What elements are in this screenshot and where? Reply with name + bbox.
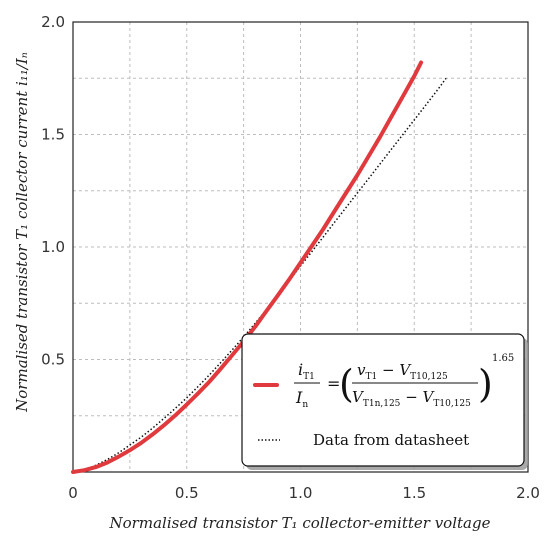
x-axis-label: Normalised transistor T₁ collector-emitt…	[109, 514, 491, 532]
x-tick-label: 1.5	[402, 484, 426, 502]
svg-text:=: =	[327, 374, 340, 393]
svg-text:vT1 − VT10,125: vT1 − VT10,125	[357, 361, 448, 382]
x-tick-label: 0.5	[175, 484, 199, 502]
legend-datasheet-label: Data from datasheet	[313, 431, 469, 449]
legend-box	[241, 333, 525, 467]
y-tick-label: 1.0	[41, 238, 65, 256]
svg-text:iT1: iT1	[298, 360, 315, 382]
plot-frame	[72, 21, 529, 473]
y-tick-label: 0.5	[41, 351, 65, 369]
x-tick-label: 1.0	[289, 484, 313, 502]
y-axis-label-group: Normalised transistor T₁ collector curre…	[13, 52, 31, 413]
tick-labels: 0 0.5 1.0 1.5 2.0 0.5 1.0 1.5 2.0	[41, 13, 540, 502]
svg-text:1.65: 1.65	[492, 353, 514, 364]
x-tick-label: 0	[68, 484, 78, 502]
x-tick-label: 2.0	[516, 484, 540, 502]
svg-text:): )	[478, 362, 493, 406]
svg-text:(: (	[339, 362, 354, 406]
legend: iT1 In = ( vT1 − VT10,125 VT1n,125 − VT1…	[241, 333, 528, 470]
legend-model-formula: iT1 In = ( vT1 − VT10,125 VT1n,125 − VT1…	[294, 353, 514, 410]
y-tick-label: 1.5	[41, 126, 65, 144]
svg-text:VT1n,125 − VT10,125: VT1n,125 − VT10,125	[352, 388, 471, 409]
y-tick-label: 2.0	[41, 13, 65, 31]
svg-text:In: In	[295, 388, 308, 410]
y-axis-label: Normalised transistor T₁ collector curre…	[13, 52, 31, 413]
